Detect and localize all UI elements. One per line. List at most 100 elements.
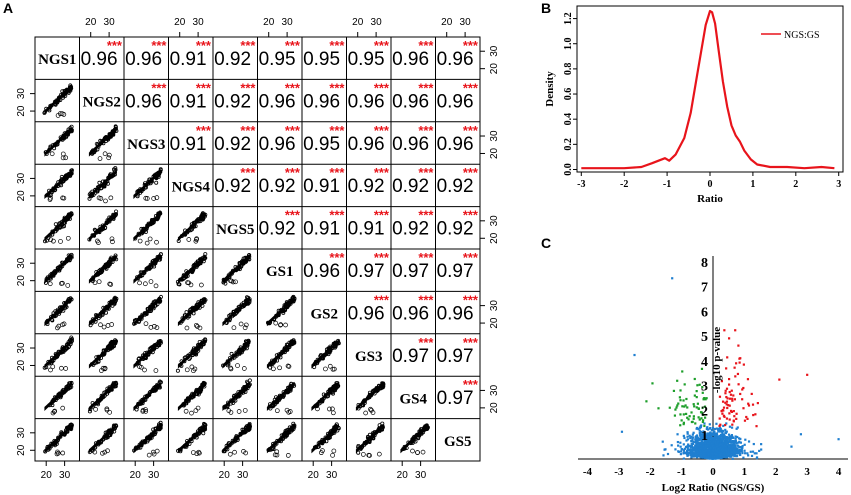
volcano-point bbox=[695, 427, 698, 430]
scatter-outlier bbox=[227, 451, 233, 457]
volcano-point bbox=[682, 413, 685, 416]
volcano-point bbox=[703, 433, 706, 436]
volcano-point bbox=[728, 404, 731, 407]
scatter-outlier bbox=[277, 365, 282, 371]
volcano-point bbox=[720, 456, 723, 460]
scatter-outlier bbox=[153, 283, 159, 289]
volcano-point bbox=[731, 399, 734, 402]
correlation-value: 0.96 bbox=[259, 91, 296, 112]
significance-stars: *** bbox=[196, 80, 212, 95]
volcano-point bbox=[708, 435, 711, 439]
tick-label: 30 bbox=[16, 172, 27, 184]
volcano-point bbox=[661, 440, 664, 443]
scatter-cell bbox=[88, 295, 119, 330]
volcano-point bbox=[680, 419, 683, 422]
correlation-value: 0.91 bbox=[170, 49, 207, 70]
volcano-point bbox=[692, 436, 695, 439]
volcano-point bbox=[676, 440, 679, 444]
significance-stars: *** bbox=[329, 80, 345, 95]
tick-label: 30 bbox=[415, 470, 427, 481]
tick-label: 30 bbox=[282, 17, 294, 28]
scatter-outlier bbox=[143, 407, 148, 412]
scatter-cell bbox=[87, 423, 119, 456]
volcano-point bbox=[698, 418, 701, 421]
volcano-point bbox=[696, 441, 699, 444]
volcano-point bbox=[722, 409, 725, 412]
volcano-point bbox=[698, 426, 702, 429]
scatter-outlier bbox=[109, 322, 115, 327]
volcano-point bbox=[724, 401, 727, 404]
volcano-point bbox=[711, 444, 714, 448]
tick-label: 30 bbox=[489, 45, 500, 57]
volcano-point bbox=[687, 418, 690, 421]
volcano-point bbox=[721, 452, 725, 455]
significance-stars: *** bbox=[418, 80, 434, 95]
tick-label: 20 bbox=[397, 470, 409, 481]
scatter-outlier bbox=[106, 152, 112, 158]
scatter-cell bbox=[222, 295, 252, 331]
volcano-point bbox=[695, 396, 698, 399]
volcano-point bbox=[717, 430, 720, 433]
volcano-point bbox=[694, 454, 698, 457]
volcano-point bbox=[674, 448, 677, 451]
volcano-point bbox=[690, 450, 693, 453]
volcano-point bbox=[726, 356, 729, 359]
tick-label: 20 bbox=[16, 190, 27, 202]
volcano-point bbox=[729, 393, 733, 396]
scatter-outlier bbox=[101, 324, 107, 330]
volcano-point bbox=[686, 449, 689, 453]
volcano-point bbox=[683, 405, 686, 408]
scatter-outlier bbox=[154, 239, 159, 245]
volcano-point bbox=[715, 422, 718, 425]
volcano-point bbox=[706, 432, 709, 435]
volcano-point bbox=[721, 412, 724, 415]
volcano-point bbox=[743, 443, 746, 446]
tick-label: 30 bbox=[237, 470, 249, 481]
scatter-points bbox=[224, 295, 252, 325]
significance-stars: *** bbox=[463, 80, 479, 95]
volcano-point bbox=[702, 430, 705, 433]
volcano-point bbox=[752, 413, 755, 417]
scatter-outlier bbox=[189, 364, 195, 370]
volcano-point bbox=[718, 417, 721, 420]
y-tick-label: 0.8 bbox=[563, 63, 574, 76]
volcano-point bbox=[700, 411, 704, 414]
volcano-point bbox=[743, 449, 746, 452]
volcano-point bbox=[735, 362, 738, 365]
volcano-point bbox=[722, 406, 726, 409]
scatter-cell bbox=[177, 380, 207, 416]
volcano-point bbox=[713, 450, 716, 453]
volcano-point bbox=[620, 430, 624, 433]
volcano-point bbox=[720, 449, 723, 452]
scatter-points bbox=[89, 253, 119, 284]
volcano-point bbox=[723, 436, 727, 440]
volcano-point bbox=[698, 448, 701, 451]
volcano-point bbox=[712, 446, 716, 450]
volcano-point bbox=[739, 392, 742, 396]
scatter-outlier bbox=[143, 409, 149, 414]
volcano-point bbox=[727, 433, 731, 436]
tick-label: 20 bbox=[16, 275, 27, 287]
significance-stars: *** bbox=[463, 165, 479, 180]
volcano-point bbox=[716, 441, 719, 444]
scatter-points bbox=[44, 296, 74, 326]
correlation-value: 0.96 bbox=[81, 49, 118, 70]
scatter-outlier bbox=[232, 449, 237, 455]
significance-stars: *** bbox=[374, 80, 390, 95]
scatter-outlier bbox=[65, 283, 71, 288]
volcano-point bbox=[714, 444, 717, 447]
volcano-point bbox=[713, 427, 717, 431]
scatter-points bbox=[221, 422, 253, 454]
volcano-point bbox=[733, 440, 736, 443]
volcano-point bbox=[684, 445, 688, 449]
volcano-point bbox=[700, 441, 703, 444]
y-tick-label: 1.2 bbox=[563, 12, 574, 25]
volcano-point bbox=[731, 423, 734, 426]
volcano-point bbox=[691, 442, 695, 445]
volcano-point bbox=[725, 450, 728, 453]
scatter-cell bbox=[88, 124, 119, 161]
volcano-point bbox=[714, 440, 717, 443]
scatter-outlier bbox=[286, 364, 292, 369]
volcano-point bbox=[710, 428, 713, 432]
y-axis-label: -log10 p-value bbox=[711, 327, 723, 393]
